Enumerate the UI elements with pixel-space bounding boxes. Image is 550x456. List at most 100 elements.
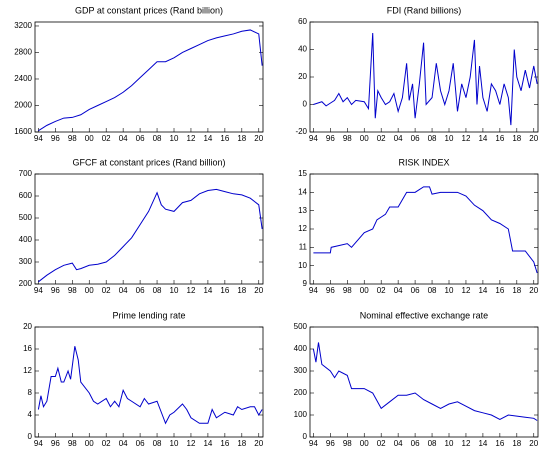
y-tick-label: 400 bbox=[19, 235, 33, 244]
x-tick-label: 16 bbox=[495, 439, 504, 448]
y-tick-label: 200 bbox=[19, 279, 33, 288]
x-tick-label: 94 bbox=[34, 134, 43, 143]
plot-frame bbox=[309, 326, 539, 438]
chart-title: RISK INDEX bbox=[398, 157, 449, 167]
plot-frame bbox=[34, 173, 264, 285]
x-tick-label: 96 bbox=[326, 439, 335, 448]
y-tick-label: 0 bbox=[28, 432, 33, 441]
x-tick-label: 14 bbox=[478, 134, 487, 143]
x-tick-label: 96 bbox=[326, 134, 335, 143]
x-tick-label: 06 bbox=[411, 134, 420, 143]
y-tick-label: 12 bbox=[298, 224, 307, 233]
x-tick-label: 02 bbox=[102, 134, 111, 143]
y-tick-label: 0 bbox=[303, 432, 308, 441]
x-tick-label: 10 bbox=[170, 439, 179, 448]
chart-title: FDI (Rand billions) bbox=[387, 5, 462, 15]
x-tick-label: 06 bbox=[136, 439, 145, 448]
x-tick-label: 18 bbox=[237, 134, 246, 143]
x-tick-label: 10 bbox=[445, 439, 454, 448]
data-line bbox=[312, 342, 538, 421]
x-tick-label: 98 bbox=[343, 439, 352, 448]
y-tick-label: 40 bbox=[298, 45, 307, 54]
x-tick-label: 12 bbox=[187, 439, 196, 448]
x-tick-label: 94 bbox=[309, 286, 318, 295]
x-tick-label: 16 bbox=[495, 134, 504, 143]
y-tick-label: 4 bbox=[28, 410, 33, 419]
x-tick-label: 18 bbox=[512, 439, 521, 448]
x-tick-label: 96 bbox=[51, 134, 60, 143]
y-tick-label: 500 bbox=[19, 213, 33, 222]
x-tick-label: 96 bbox=[326, 286, 335, 295]
x-tick-label: 04 bbox=[394, 134, 403, 143]
x-tick-label: 08 bbox=[153, 286, 162, 295]
x-tick-label: 06 bbox=[136, 134, 145, 143]
x-tick-label: 18 bbox=[512, 134, 521, 143]
y-tick-label: 12 bbox=[23, 366, 32, 375]
y-tick-label: 16 bbox=[23, 344, 32, 353]
y-tick-label: 400 bbox=[294, 344, 308, 353]
x-tick-label: 04 bbox=[394, 439, 403, 448]
y-tick-label: 500 bbox=[294, 322, 308, 331]
x-tick-label: 04 bbox=[119, 439, 128, 448]
chart-title: GFCF at constant prices (Rand billion) bbox=[72, 157, 225, 167]
x-tick-label: 20 bbox=[254, 439, 263, 448]
x-tick-label: 08 bbox=[153, 134, 162, 143]
plot-frame bbox=[34, 326, 264, 438]
x-tick-label: 16 bbox=[220, 286, 229, 295]
x-tick-label: 06 bbox=[411, 286, 420, 295]
y-tick-label: 300 bbox=[19, 257, 33, 266]
x-tick-label: 02 bbox=[377, 439, 386, 448]
x-tick-label: 00 bbox=[360, 439, 369, 448]
x-tick-label: 00 bbox=[360, 134, 369, 143]
x-tick-label: 12 bbox=[462, 286, 471, 295]
y-tick-label: 14 bbox=[298, 187, 307, 196]
x-tick-label: 00 bbox=[360, 286, 369, 295]
x-tick-label: 08 bbox=[428, 439, 437, 448]
x-tick-label: 20 bbox=[529, 439, 538, 448]
x-tick-label: 10 bbox=[445, 134, 454, 143]
x-tick-label: 12 bbox=[187, 134, 196, 143]
x-tick-label: 08 bbox=[428, 134, 437, 143]
x-tick-label: 02 bbox=[377, 286, 386, 295]
x-tick-label: 10 bbox=[445, 286, 454, 295]
x-tick-label: 12 bbox=[187, 286, 196, 295]
x-tick-label: 00 bbox=[85, 286, 94, 295]
x-tick-label: 02 bbox=[102, 286, 111, 295]
y-tick-label: 3200 bbox=[14, 21, 32, 30]
x-tick-label: 08 bbox=[428, 286, 437, 295]
x-tick-label: 96 bbox=[51, 439, 60, 448]
x-tick-label: 04 bbox=[119, 134, 128, 143]
x-tick-label: 98 bbox=[68, 134, 77, 143]
y-tick-label: 300 bbox=[294, 366, 308, 375]
x-tick-label: 06 bbox=[411, 439, 420, 448]
y-tick-label: 20 bbox=[298, 72, 307, 81]
y-tick-label: 100 bbox=[294, 410, 308, 419]
y-tick-label: 9 bbox=[303, 279, 308, 288]
x-tick-label: 14 bbox=[203, 134, 212, 143]
x-tick-label: 14 bbox=[478, 286, 487, 295]
plot-frame bbox=[34, 21, 264, 133]
y-tick-label: 13 bbox=[298, 206, 307, 215]
x-tick-label: 16 bbox=[495, 286, 504, 295]
chart-title: GDP at constant prices (Rand billion) bbox=[75, 5, 223, 15]
data-line bbox=[38, 188, 263, 283]
data-line bbox=[313, 32, 538, 126]
chart-title: Prime lending rate bbox=[112, 310, 185, 320]
x-tick-label: 98 bbox=[343, 286, 352, 295]
x-tick-label: 16 bbox=[220, 134, 229, 143]
x-tick-label: 10 bbox=[170, 286, 179, 295]
data-line bbox=[38, 29, 263, 132]
x-tick-label: 06 bbox=[136, 286, 145, 295]
x-tick-label: 00 bbox=[85, 134, 94, 143]
y-tick-label: -20 bbox=[295, 127, 307, 136]
x-tick-label: 98 bbox=[68, 439, 77, 448]
x-tick-label: 20 bbox=[529, 134, 538, 143]
x-tick-label: 12 bbox=[462, 134, 471, 143]
y-tick-label: 0 bbox=[303, 100, 308, 109]
y-tick-label: 60 bbox=[298, 17, 307, 26]
chart-title: Nominal effective exchange rate bbox=[360, 310, 488, 320]
x-tick-label: 98 bbox=[68, 286, 77, 295]
y-tick-label: 700 bbox=[19, 169, 33, 178]
x-tick-label: 14 bbox=[478, 439, 487, 448]
